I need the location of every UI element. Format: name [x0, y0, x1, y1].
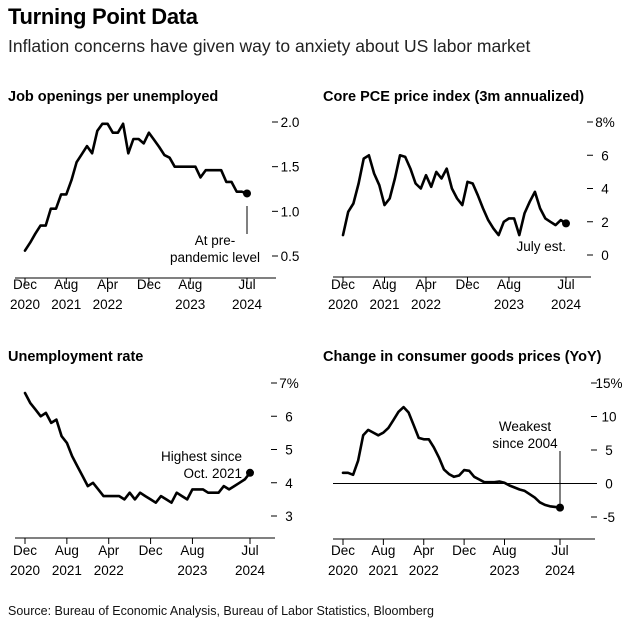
core-pce-x-tick-label-year: 2024: [551, 297, 582, 312]
unemployment-rate-x-tick-label: Dec: [13, 543, 37, 558]
consumer-goods-y-tick-label: 15%: [595, 376, 622, 391]
core-pce-x-tick-label-year: 2022: [411, 297, 441, 312]
consumer-goods-x-tick-label: Apr: [413, 543, 435, 558]
core-pce-x-tick-label: Dec: [331, 277, 355, 292]
job-openings-y-tick-label: 1.5: [281, 160, 300, 175]
unemployment-rate-end-point: [246, 468, 254, 477]
unemployment-rate-y-tick-label: 7%: [279, 376, 299, 391]
job-openings-x-tick-label-year: 2022: [93, 297, 123, 312]
core-pce-x-tick-label: Dec: [455, 277, 479, 292]
consumer-goods-x-tick-label-year: 2020: [328, 563, 358, 578]
core-pce-x-tick-label-year: 2020: [328, 297, 358, 312]
consumer-goods-y-tick-label: 10: [601, 410, 616, 425]
consumer-goods-y-tick-label: 5: [605, 443, 613, 458]
unemployment-rate-x-tick-label-year: 2022: [94, 563, 124, 578]
unemployment-rate-y-tick-label: 4: [285, 476, 293, 491]
consumer-goods-series-line: [341, 405, 562, 509]
unemployment-rate-x-tick-label-year: 2024: [235, 563, 266, 578]
unemployment-rate-annotation: Highest since: [161, 449, 242, 464]
job-openings-x-tick-label: Dec: [13, 277, 37, 292]
core-pce-x-tick-label-year: 2021: [369, 297, 399, 312]
unemployment-rate-x-tick-label: Dec: [139, 543, 163, 558]
core-pce-series-line: [341, 154, 568, 237]
job-openings-x-tick-label-year: 2024: [232, 297, 263, 312]
core-pce-y-tick-label: 4: [601, 182, 609, 197]
core-pce-y-tick-label: 2: [601, 215, 609, 230]
job-openings-title: Job openings per unemployed: [8, 89, 218, 105]
unemployment-rate-x-tick-label-year: 2021: [52, 563, 82, 578]
core-pce-panel: Core PCE price index (3m annualized) Dec 2…: [323, 89, 615, 312]
consumer-goods-x-tick-label-year: 2024: [545, 563, 576, 578]
job-openings-series-line: [23, 122, 249, 252]
unemployment-rate-x-tick-label: Aug: [55, 543, 79, 558]
consumer-goods-panel: Change in consumer goods prices (YoY) Dec…: [323, 349, 623, 578]
job-openings-y-tick-label: 1.0: [281, 204, 300, 219]
core-pce-x-tick-label: Aug: [372, 277, 396, 292]
source-note: Source: Bureau of Economic Analysis, Bur…: [8, 604, 434, 618]
unemployment-rate-y-tick-label: 3: [285, 509, 293, 524]
consumer-goods-y-tick-label: -5: [603, 510, 615, 525]
core-pce-x-tick-label: Aug: [497, 277, 521, 292]
unemployment-rate-x-tick-label-year: 2023: [177, 563, 207, 578]
consumer-goods-x-tick-label-year: 2021: [368, 563, 398, 578]
consumer-goods-x-tick-label: Dec: [331, 543, 355, 558]
job-openings-x-tick-label-year: 2020: [10, 297, 40, 312]
consumer-goods-x-tick-label-year: 2022: [409, 563, 439, 578]
consumer-goods-x-tick-label-year: 2023: [489, 563, 519, 578]
unemployment-rate-x-tick-label: Aug: [180, 543, 204, 558]
unemployment-rate-x-tick-label-year: 2020: [10, 563, 40, 578]
unemployment-rate-annotation: Oct. 2021: [183, 466, 242, 481]
consumer-goods-annotation: Weakest: [499, 419, 552, 434]
consumer-goods-y-tick-label: 0: [605, 477, 613, 492]
unemployment-rate-x-tick-label: Apr: [98, 543, 120, 558]
job-openings-x-tick-label: Aug: [178, 277, 202, 292]
core-pce-y-tick-label: 8%: [595, 115, 615, 130]
consumer-goods-annotation: since 2004: [492, 436, 558, 451]
core-pce-x-tick-label: Jul: [557, 277, 574, 292]
unemployment-rate-y-tick-label: 5: [285, 443, 293, 458]
job-openings-x-tick-label: Apr: [97, 277, 119, 292]
unemployment-rate-title: Unemployment rate: [8, 349, 143, 365]
consumer-goods-x-tick-label: Jul: [551, 543, 568, 558]
core-pce-x-tick-label: Apr: [415, 277, 437, 292]
core-pce-y-tick-label: 6: [601, 148, 609, 163]
consumer-goods-x-tick-label: Aug: [492, 543, 516, 558]
core-pce-y-tick-label: 0: [601, 248, 609, 263]
job-openings-y-tick-label: 2.0: [281, 115, 300, 130]
unemployment-rate-x-tick-label: Jul: [241, 543, 258, 558]
consumer-goods-title: Change in consumer goods prices (YoY): [323, 349, 602, 365]
job-openings-x-tick-label: Jul: [238, 277, 255, 292]
job-openings-x-tick-label: Aug: [54, 277, 78, 292]
job-openings-end-point: [243, 189, 251, 198]
consumer-goods-x-tick-label: Aug: [371, 543, 395, 558]
consumer-goods-x-tick-label: Dec: [452, 543, 476, 558]
job-openings-x-tick-label-year: 2023: [175, 297, 205, 312]
job-openings-x-tick-label: Dec: [137, 277, 161, 292]
job-openings-y-tick-label: 0.5: [281, 249, 300, 264]
core-pce-x-tick-label-year: 2023: [494, 297, 524, 312]
page-subtitle: Inflation concerns have given way to anx…: [8, 36, 531, 56]
core-pce-title: Core PCE price index (3m annualized): [323, 89, 584, 105]
job-openings-panel: Job openings per unemployed Dec 2020 Aug 202…: [8, 89, 299, 312]
unemployment-rate-panel: Unemployment rate Dec 2020 Aug 2021 Apr 2022 De…: [8, 349, 299, 578]
core-pce-annotation: July est.: [516, 239, 566, 254]
job-openings-annotation: pandemic level: [170, 250, 260, 265]
unemployment-rate-y-tick-label: 6: [285, 409, 293, 424]
unemployment-rate-series-line: [23, 391, 252, 505]
core-pce-end-point: [562, 219, 570, 228]
job-openings-x-tick-label-year: 2021: [51, 297, 81, 312]
page-title: Turning Point Data: [8, 4, 198, 29]
job-openings-annotation: At pre-: [195, 233, 236, 248]
